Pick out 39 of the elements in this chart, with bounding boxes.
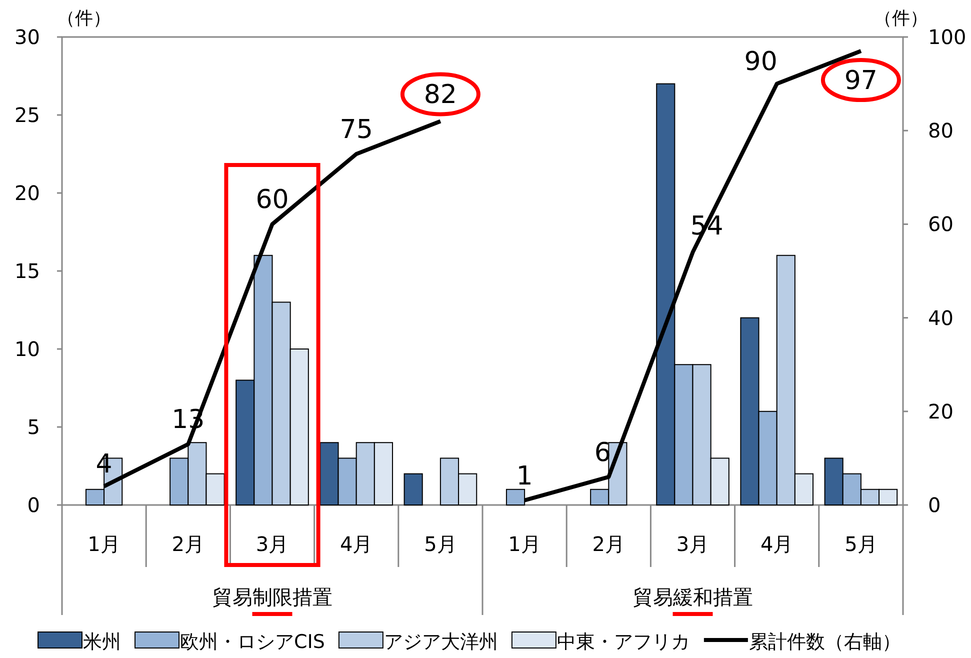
- text: 貿易制限措置: [212, 585, 332, 609]
- y2-tick-label: 0: [928, 493, 941, 517]
- x-tick-label: 3月: [676, 532, 710, 556]
- y-tick-label: 10: [14, 337, 40, 361]
- x-tick-label: 4月: [340, 532, 373, 556]
- x-tick-label: 2月: [592, 532, 626, 556]
- data-label: 90: [744, 46, 778, 77]
- legend-label: 累計件数（右軸）: [748, 631, 901, 653]
- y-axis-title: （件）: [57, 8, 111, 29]
- data-label: 1: [516, 461, 533, 492]
- x-tick-label: 5月: [844, 532, 878, 556]
- data-label: 75: [340, 115, 373, 145]
- data-label: 97: [844, 66, 878, 96]
- x-tick-label: 2月: [172, 532, 205, 556]
- x-tick-label: 5月: [424, 532, 457, 556]
- text: 貿易緩和措置: [632, 585, 753, 609]
- y-tick-label: 0: [27, 493, 40, 517]
- y-tick-label: 20: [14, 181, 40, 205]
- y2-tick-label: 80: [928, 118, 954, 143]
- legend-label: 中東・アフリカ: [556, 631, 690, 653]
- y-tick-label: 25: [14, 103, 40, 127]
- legend-label: 欧州・ロシアCIS: [180, 631, 325, 653]
- legend-label: 米州: [83, 631, 121, 653]
- bar: [404, 473, 423, 506]
- y2-tick-label: 100: [928, 25, 966, 49]
- x-tick-label: 3月: [256, 532, 289, 556]
- y2-tick-label: 20: [928, 399, 954, 424]
- data-label: 82: [424, 80, 457, 110]
- legend-label: アジア大洋州: [384, 631, 498, 653]
- x-tick-label: 1月: [88, 532, 120, 556]
- y-tick-label: 30: [14, 25, 40, 49]
- x-tick-label: 1月: [508, 532, 541, 556]
- y-tick-label: 5: [27, 415, 40, 439]
- data-label: 60: [256, 185, 289, 216]
- y2-tick-label: 60: [928, 212, 954, 236]
- y-tick-label: 15: [14, 259, 40, 283]
- y2-tick-label: 40: [928, 306, 954, 330]
- x-tick-label: 4月: [760, 532, 794, 556]
- y2-axis-title: （件）: [874, 8, 928, 29]
